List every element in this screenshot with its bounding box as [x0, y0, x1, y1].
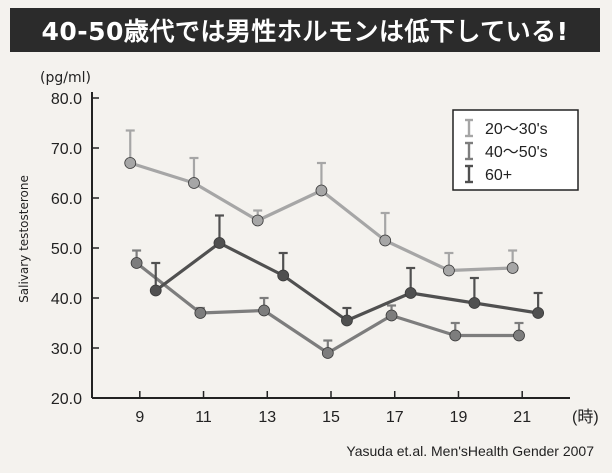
data-point — [130, 257, 143, 269]
data-point — [468, 297, 481, 309]
y-tick-label: 40.0 — [51, 291, 82, 308]
legend-label: 40〜50's — [485, 144, 548, 161]
x-tick-label: 11 — [195, 409, 212, 426]
y-tick-label: 60.0 — [51, 191, 82, 208]
data-point — [404, 287, 417, 299]
data-point — [532, 307, 545, 319]
y-tick-label: 20.0 — [51, 391, 82, 408]
data-point — [258, 304, 270, 317]
data-point — [379, 234, 392, 247]
x-unit-label: (時) — [572, 408, 599, 426]
x-tick-label: 13 — [258, 409, 276, 426]
banner-title: 40-50歳代では男性ホルモンは低下している! — [10, 8, 600, 52]
data-point — [341, 314, 353, 327]
legend-box — [452, 109, 579, 191]
data-point — [124, 157, 137, 169]
y-unit-label: (pg/ml) — [40, 70, 91, 86]
x-tick-label: 21 — [513, 409, 531, 426]
y-tick-label: 50.0 — [51, 241, 82, 258]
x-tick-label: 15 — [322, 409, 340, 426]
y-tick-label: 80.0 — [51, 91, 82, 108]
x-tick-label: 9 — [135, 409, 144, 426]
data-point — [449, 329, 462, 342]
data-point — [513, 329, 525, 342]
y-tick-label: 70.0 — [51, 141, 82, 158]
y-tick-label: 30.0 — [51, 341, 82, 358]
data-point — [385, 309, 398, 322]
legend-label: 20〜30's — [485, 121, 548, 138]
data-point — [321, 347, 334, 359]
data-point — [194, 307, 207, 319]
x-tick-label: 19 — [450, 409, 468, 426]
data-point — [251, 214, 264, 227]
data-point — [149, 284, 162, 297]
x-tick-label: 17 — [386, 409, 404, 426]
data-point — [213, 237, 226, 249]
legend-label: 60+ — [485, 167, 512, 184]
data-point — [506, 262, 519, 274]
data-point — [277, 269, 290, 282]
source-citation: Yasuda et.al. Men'sHealth Gender 2007 — [346, 443, 594, 459]
data-point — [188, 177, 200, 189]
data-point — [315, 184, 328, 197]
data-point — [443, 264, 455, 277]
